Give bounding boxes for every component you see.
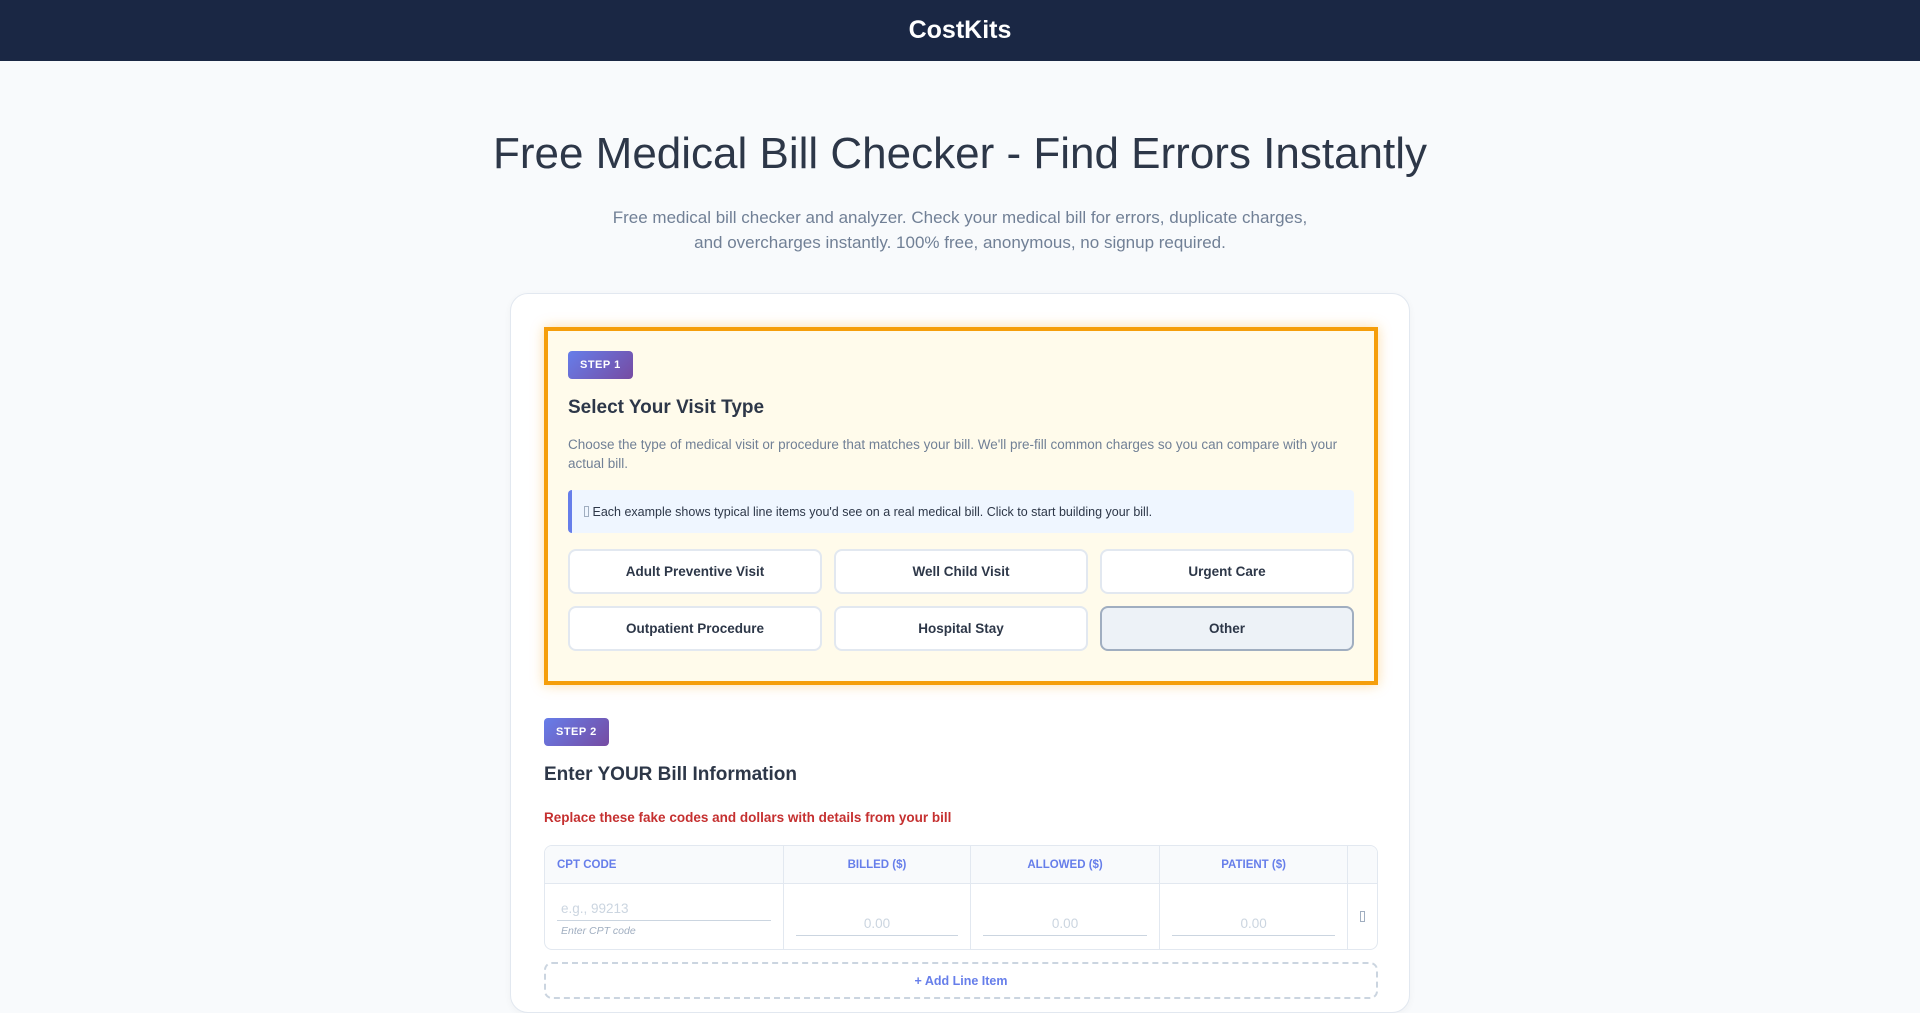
info-box: Each example shows typical line items yo…	[568, 490, 1354, 533]
step-2-section: STEP 2 Enter YOUR Bill Information Repla…	[544, 718, 1378, 999]
visit-type-urgent-care[interactable]: Urgent Care	[1100, 549, 1354, 594]
visit-type-adult-preventive[interactable]: Adult Preventive Visit	[568, 549, 822, 594]
info-text: Each example shows typical line items yo…	[592, 504, 1153, 519]
column-patient: PATIENT ($)	[1160, 846, 1348, 884]
billed-input[interactable]	[796, 911, 958, 936]
page-subtitle: Free medical bill checker and analyzer. …	[612, 208, 1308, 252]
warning-text: Replace these fake codes and dollars wit…	[544, 810, 952, 825]
cpt-code-input[interactable]	[557, 896, 771, 921]
step-1-title: Select Your Visit Type	[568, 397, 765, 418]
add-line-item-button[interactable]: + Add Line Item	[544, 962, 1378, 999]
allowed-input[interactable]	[982, 911, 1148, 936]
table-row: Enter CPT code	[545, 884, 1377, 949]
lightbulb-icon	[584, 506, 589, 517]
visit-type-well-child[interactable]: Well Child Visit	[834, 549, 1088, 594]
step-1-badge: STEP 1	[568, 351, 633, 379]
visit-type-other[interactable]: Other	[1100, 606, 1354, 651]
page-title: Free Medical Bill Checker - Find Errors …	[492, 129, 1428, 178]
step-2-badge: STEP 2	[544, 718, 609, 746]
cpt-hint: Enter CPT code	[561, 924, 636, 937]
column-billed: BILLED ($)	[784, 846, 971, 884]
line-items-table: CPT CODE BILLED ($) ALLOWED ($) PATIENT …	[544, 845, 1378, 950]
brand-logo[interactable]: CostKits	[908, 16, 1012, 44]
step-1-section: STEP 1 Select Your Visit Type Choose the…	[544, 327, 1378, 685]
visit-type-hospital-stay[interactable]: Hospital Stay	[834, 606, 1088, 651]
visit-type-grid: Adult Preventive Visit Well Child Visit …	[568, 549, 1354, 651]
trash-icon[interactable]	[1359, 910, 1365, 922]
patient-input[interactable]	[1172, 911, 1335, 936]
column-cpt-code: CPT CODE	[545, 846, 784, 884]
visit-type-outpatient-procedure[interactable]: Outpatient Procedure	[568, 606, 822, 651]
step-2-title: Enter YOUR Bill Information	[544, 764, 798, 785]
step-1-description: Choose the type of medical visit or proc…	[568, 437, 1338, 471]
column-allowed: ALLOWED ($)	[970, 846, 1161, 884]
top-bar: CostKits	[0, 0, 1920, 61]
bill-checker-card: STEP 1 Select Your Visit Type Choose the…	[510, 293, 1410, 1013]
column-actions	[1347, 846, 1377, 884]
